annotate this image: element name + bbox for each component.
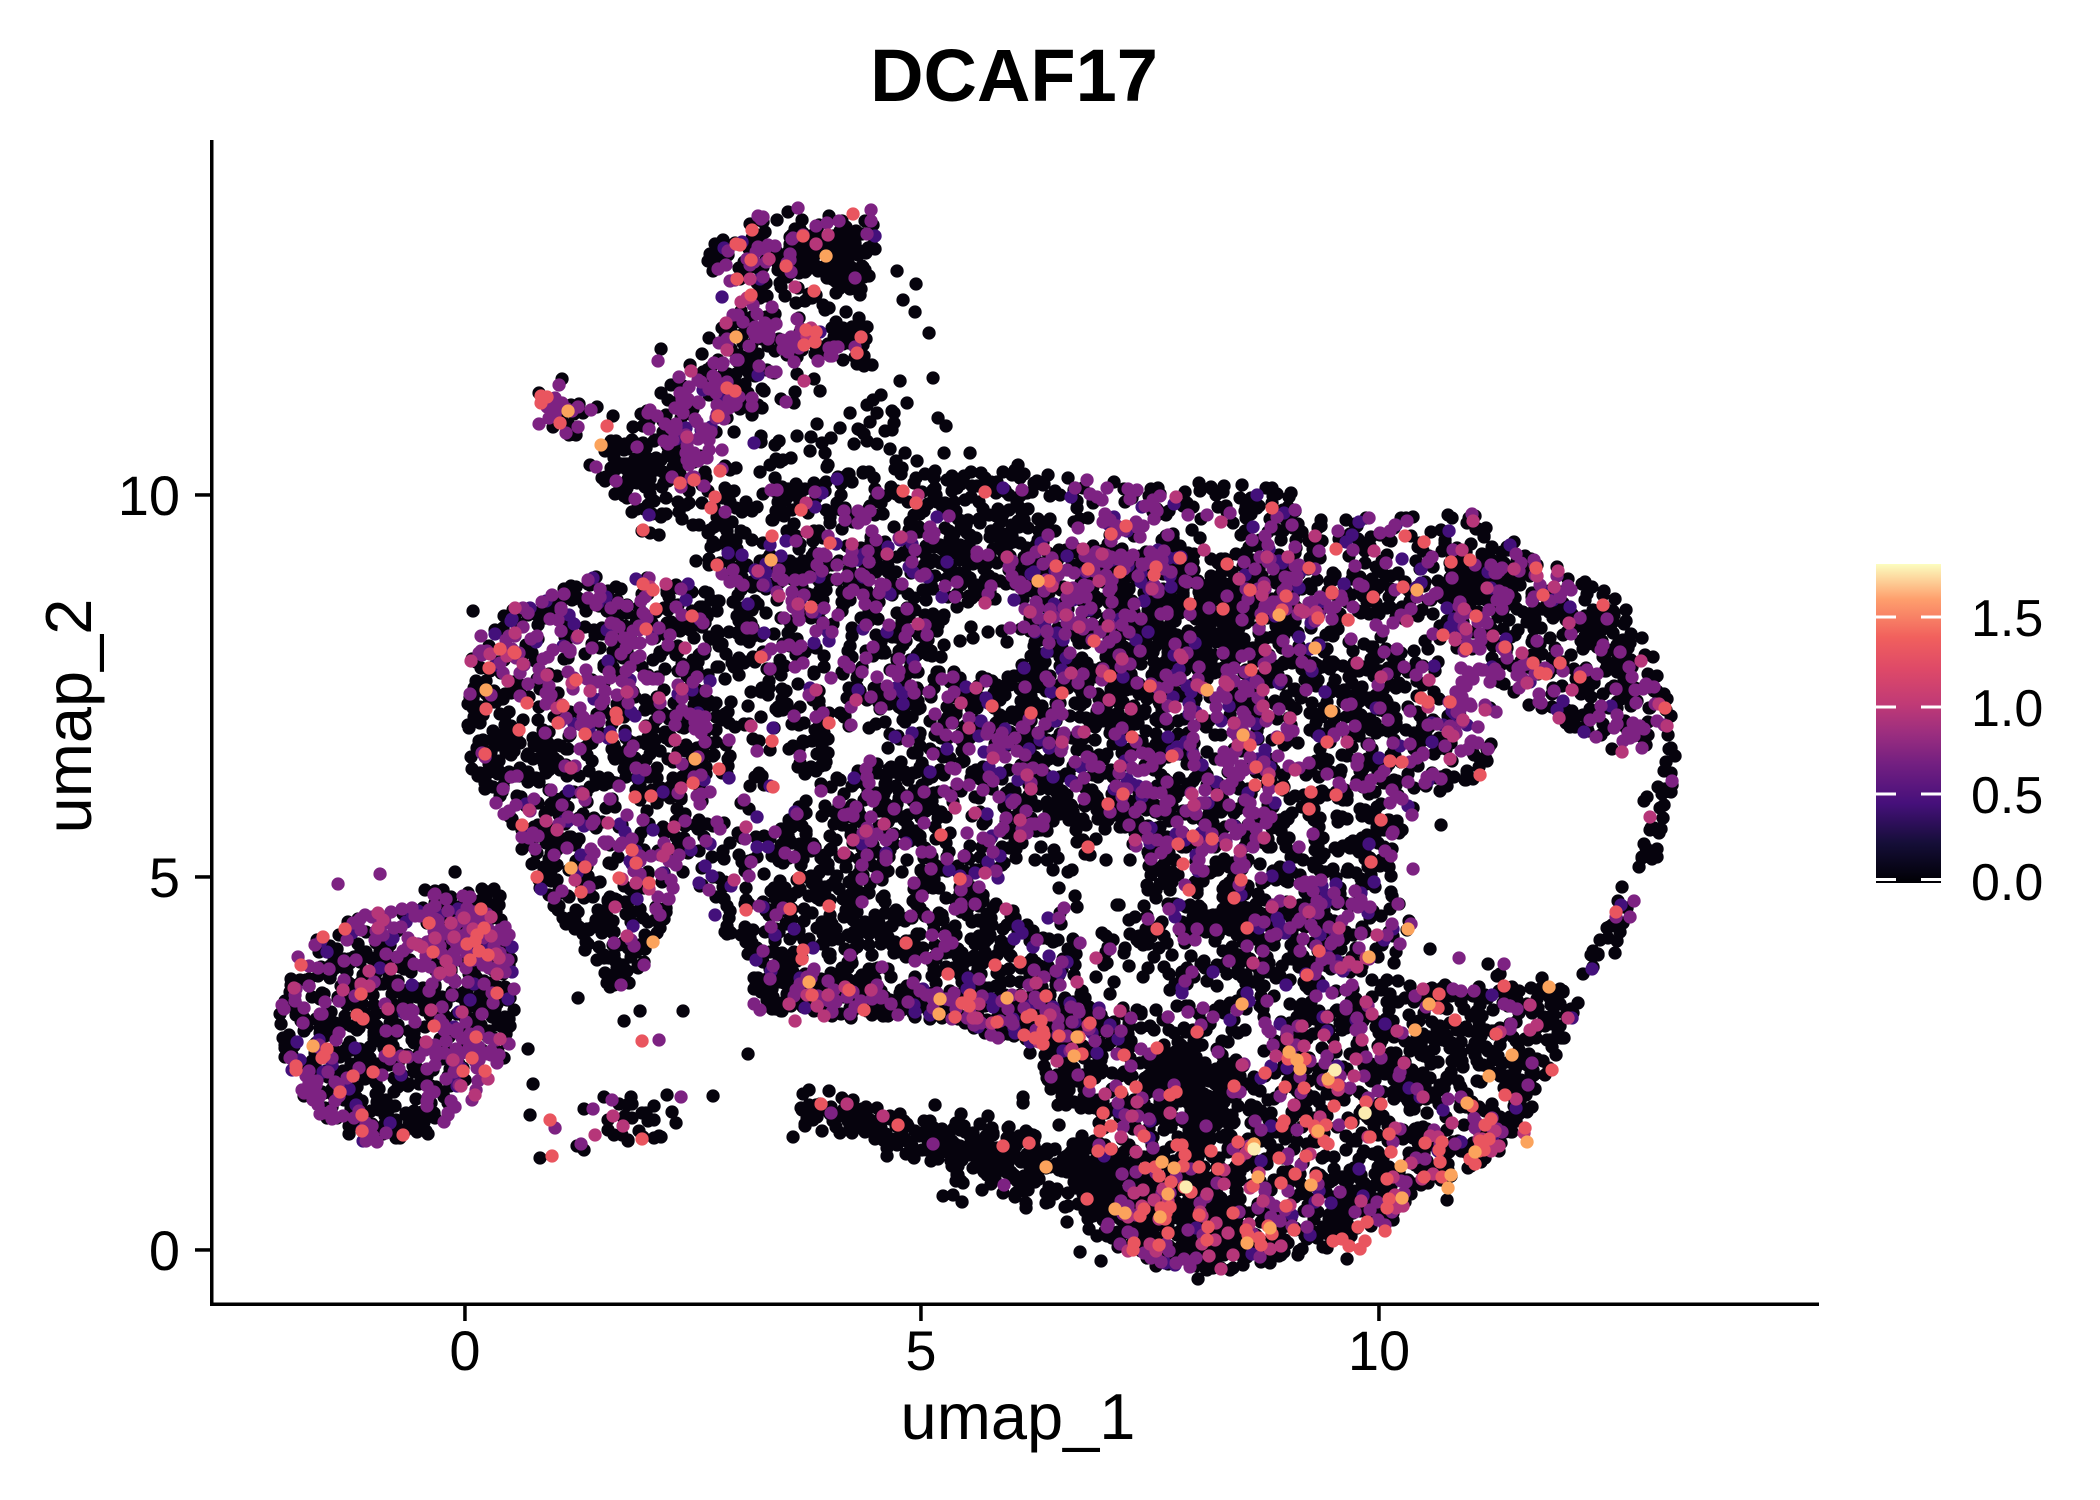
svg-text:umap_2: umap_2	[32, 599, 105, 834]
svg-text:DCAF17: DCAF17	[870, 34, 1158, 117]
svg-text:5: 5	[149, 846, 180, 909]
svg-text:1.0: 1.0	[1971, 680, 2043, 738]
svg-text:1.5: 1.5	[1971, 590, 2043, 648]
svg-text:10: 10	[1348, 1319, 1410, 1382]
svg-text:5: 5	[905, 1319, 936, 1382]
svg-text:0: 0	[149, 1219, 180, 1282]
svg-text:0.5: 0.5	[1971, 767, 2043, 825]
svg-text:umap_1: umap_1	[901, 1380, 1136, 1453]
svg-text:0: 0	[449, 1319, 480, 1382]
svg-text:0.0: 0.0	[1971, 854, 2043, 912]
svg-text:10: 10	[118, 464, 180, 527]
